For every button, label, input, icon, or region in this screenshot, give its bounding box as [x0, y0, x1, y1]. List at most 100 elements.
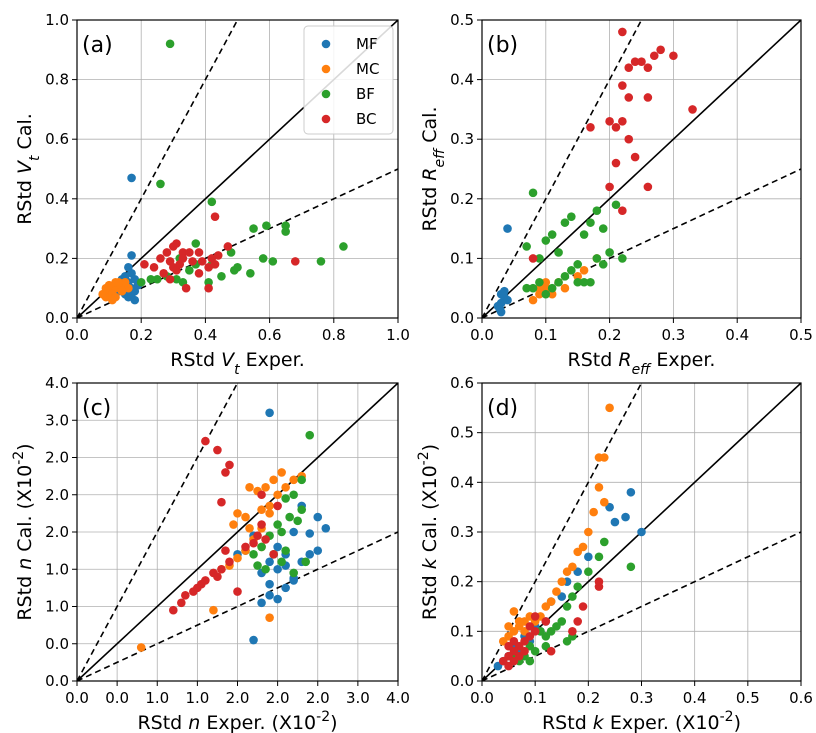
- y-tick-label: 1.0: [45, 598, 69, 616]
- point-MC: [594, 483, 604, 492]
- point-MC: [579, 266, 589, 275]
- point-BF: [562, 602, 572, 611]
- point-BF: [535, 277, 544, 287]
- point-BF: [268, 257, 278, 266]
- point-BC: [204, 283, 213, 293]
- panel-label: (c): [82, 396, 111, 421]
- point-BC: [257, 520, 266, 529]
- point-BF: [339, 242, 348, 251]
- point-BF: [592, 254, 602, 263]
- point-BF: [253, 561, 262, 570]
- point-MF: [637, 527, 646, 537]
- point-BC: [178, 248, 188, 257]
- point-MF: [265, 591, 274, 600]
- point-BF: [573, 260, 582, 269]
- point-MC: [504, 622, 513, 631]
- point-BF: [233, 263, 242, 272]
- point-BF: [547, 283, 557, 293]
- point-MF: [265, 579, 274, 589]
- y-tick-label: 0.8: [45, 71, 69, 89]
- point-BF: [156, 179, 165, 189]
- point-BC: [273, 501, 282, 511]
- x-tick-label: 0.8: [322, 326, 346, 344]
- point-BC: [573, 617, 582, 626]
- y-axis-label: RStd k Cal. (X10-2): [416, 444, 441, 620]
- reference-line-slope-2: [482, 20, 643, 318]
- y-tick-label: 0.4: [45, 190, 69, 208]
- panel-label: (a): [82, 33, 113, 58]
- x-tick-label: 1.0: [386, 326, 410, 344]
- point-BC: [525, 622, 535, 631]
- point-BF: [626, 562, 636, 572]
- point-BC: [213, 445, 222, 455]
- point-BC: [546, 646, 556, 656]
- point-BC: [162, 248, 172, 257]
- point-BF: [525, 656, 535, 666]
- point-BC: [643, 93, 653, 102]
- point-BF: [289, 490, 298, 500]
- y-tick-label: 0.3: [450, 130, 474, 148]
- point-BC: [249, 538, 258, 548]
- point-BF: [584, 567, 593, 577]
- point-MC: [111, 277, 120, 287]
- x-tick-label: 0.3: [661, 326, 685, 344]
- y-tick-label: 0.5: [450, 11, 474, 29]
- point-MC: [245, 483, 254, 492]
- point-MF: [503, 295, 512, 305]
- x-axis-label: RStd Reff Exper.: [568, 349, 716, 378]
- point-MF: [626, 487, 636, 497]
- point-BC: [504, 641, 513, 651]
- point-BF: [598, 224, 608, 233]
- point-BC: [175, 260, 185, 269]
- x-tick-label: 0.6: [789, 689, 813, 707]
- point-BC: [204, 263, 213, 272]
- y-tick-label: 0.3: [450, 523, 474, 541]
- panel-c: 0.0 0.0 1.0 1.0 2.0 2.0 2.0 3.0 4.00.00.01.01.02…: [11, 374, 410, 733]
- reference-line-slope-0.5: [77, 531, 398, 681]
- y-tick-label: 1.0: [45, 560, 69, 578]
- panel-label: (d): [487, 396, 518, 421]
- x-tick-label: 0.0: [105, 689, 129, 707]
- point-BF: [573, 277, 582, 287]
- point-BC: [210, 212, 220, 221]
- point-BF: [560, 271, 570, 281]
- axes-frame: [481, 19, 802, 319]
- point-MC: [233, 509, 242, 518]
- point-BF: [136, 277, 146, 287]
- y-tick-label: 0.0: [450, 309, 474, 327]
- point-MC: [589, 507, 598, 517]
- point-BF: [567, 266, 576, 275]
- point-BC: [269, 550, 278, 559]
- panel-a: 0.0 0.2 0.4 0.6 0.8 1.0 0.0 0.2 0.4 0.6 0.8 1.0 RStd…: [14, 11, 410, 378]
- point-BC: [688, 105, 697, 114]
- point-MC: [547, 289, 557, 299]
- point-BF: [316, 257, 326, 266]
- point-MF: [621, 512, 630, 522]
- point-BC: [618, 117, 627, 126]
- point-BF: [281, 227, 290, 236]
- y-axis-label: RStd Vt Cal.: [14, 113, 43, 225]
- point-BF: [191, 239, 201, 248]
- point-MF: [265, 408, 274, 418]
- y-axis-label: RStd n Cal. (X10-2): [11, 443, 36, 620]
- legend-marker-BC: [321, 114, 331, 124]
- point-BF: [217, 271, 226, 281]
- point-BC: [210, 260, 220, 269]
- x-axis-label: RStd k Exper. (X10-2): [542, 709, 741, 733]
- point-BF: [293, 516, 302, 526]
- point-BC: [217, 497, 226, 507]
- x-tick-label: 2.0: [306, 689, 330, 707]
- point-BF: [594, 552, 604, 562]
- point-BC: [656, 45, 665, 55]
- point-BC: [201, 436, 210, 446]
- y-tick-label: 2.0: [45, 486, 69, 504]
- y-tick-label: 0.1: [450, 622, 474, 640]
- point-BF: [285, 512, 294, 522]
- point-BF: [528, 283, 538, 293]
- point-BC: [578, 602, 588, 611]
- y-tick-label: 0.0: [450, 672, 474, 690]
- point-BC: [188, 257, 197, 266]
- point-MF: [305, 529, 315, 538]
- y-tick-label: 2.0: [45, 523, 69, 541]
- point-BF: [289, 568, 298, 578]
